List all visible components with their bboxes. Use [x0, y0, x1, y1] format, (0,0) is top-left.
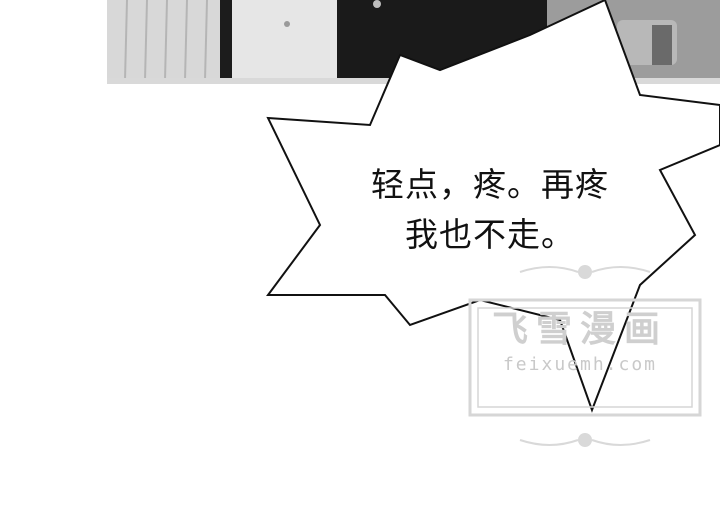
watermark-title: 飞雪漫画 — [491, 309, 668, 350]
speech-line-1: 轻点，疼。再疼 — [371, 165, 609, 204]
watermark-url: feixuemh.com — [502, 354, 658, 375]
watermark: 飞雪漫画 feixuemh.com — [455, 300, 705, 375]
speech-bubble-text: 轻点，疼。再疼 我也不走。 — [320, 160, 660, 260]
speech-line-2: 我也不走。 — [405, 215, 575, 254]
